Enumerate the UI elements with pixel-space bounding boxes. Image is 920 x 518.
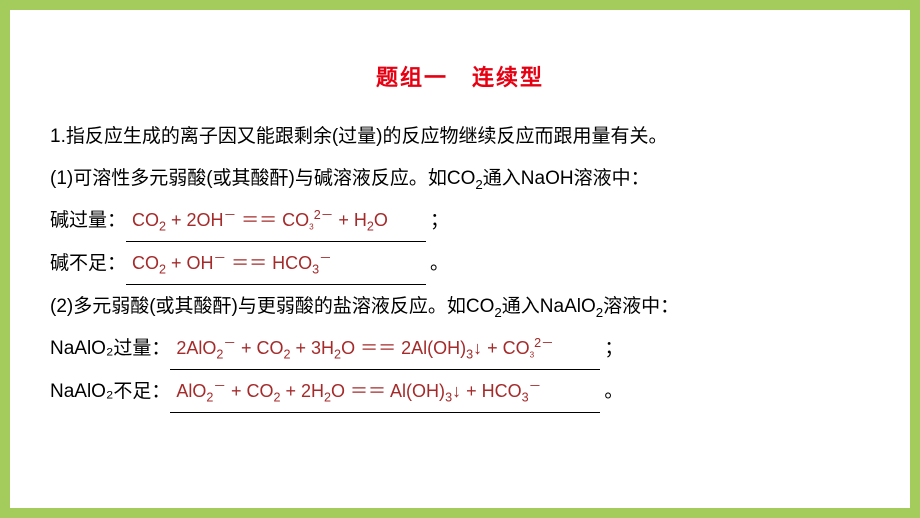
row-end: 。 <box>430 244 449 284</box>
row-label: 碱过量： <box>50 201 126 241</box>
row-end: 。 <box>604 372 623 412</box>
intro-text: 1.指反应生成的离子因又能跟剩余(过量)的反应物继续反应而跟用量有关。 <box>50 117 870 157</box>
item-1-row-2: 碱不足： CO2 + OH－ ＝＝ HCO3－ 。 <box>50 244 870 285</box>
item-2-row-1: NaAlO₂过量： 2AlO2－ + CO2 + 3H2O ＝＝ 2Al(OH)… <box>50 329 870 370</box>
item-1-row-1: 碱过量： CO2 + 2OH－ ＝＝ CO32－ + H2O ； <box>50 201 870 242</box>
item-2-prompt: (2)多元弱酸(或其酸酐)与更弱酸的盐溶液反应。如CO2通入NaAlO2溶液中： <box>50 287 870 327</box>
row-label: 碱不足： <box>50 244 126 284</box>
row-label: NaAlO₂不足： <box>50 372 170 412</box>
row-end: ； <box>604 329 623 369</box>
answer-blank: AlO2－ + CO2 + 2H2O ＝＝ Al(OH)3↓ + HCO3－ <box>170 373 600 413</box>
prompt-text: (1)可溶性多元弱酸(或其酸酐)与碱溶液反应。如CO2通入NaOH溶液中： <box>50 168 650 189</box>
answer-blank: 2AlO2－ + CO2 + 3H2O ＝＝ 2Al(OH)3↓ + CO32－ <box>170 330 600 370</box>
answer-blank: CO2 + OH－ ＝＝ HCO3－ <box>126 245 426 285</box>
item-1-prompt: (1)可溶性多元弱酸(或其酸酐)与碱溶液反应。如CO2通入NaOH溶液中： <box>50 159 870 199</box>
row-end: ； <box>430 201 449 241</box>
prompt-text: (2)多元弱酸(或其酸酐)与更弱酸的盐溶液反应。如CO2通入NaAlO2溶液中： <box>50 296 679 317</box>
document-page: 题组一 连续型 1.指反应生成的离子因又能跟剩余(过量)的反应物继续反应而跟用量… <box>10 10 910 508</box>
section-title: 题组一 连续型 <box>50 60 870 92</box>
answer-blank: CO2 + 2OH－ ＝＝ CO32－ + H2O <box>126 202 426 242</box>
item-2-row-2: NaAlO₂不足： AlO2－ + CO2 + 2H2O ＝＝ Al(OH)3↓… <box>50 372 870 413</box>
row-label: NaAlO₂过量： <box>50 329 170 369</box>
